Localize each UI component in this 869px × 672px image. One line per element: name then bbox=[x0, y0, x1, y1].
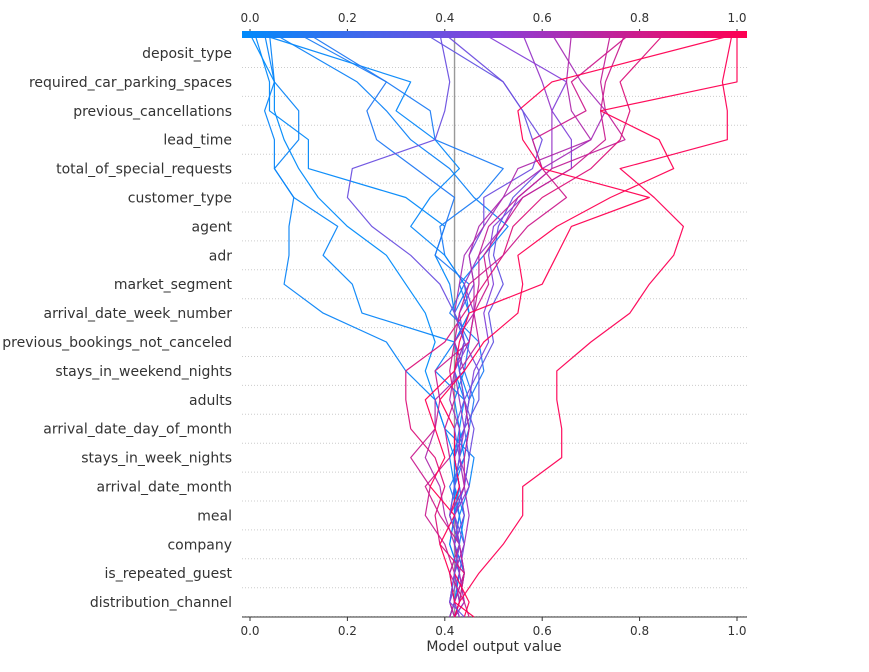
feature-label: distribution_channel bbox=[90, 595, 232, 611]
feature-label: arrival_date_week_number bbox=[44, 306, 233, 322]
decision-line bbox=[405, 33, 665, 618]
gridlines bbox=[242, 67, 747, 618]
decision-line bbox=[453, 33, 733, 618]
feature-label: stays_in_week_nights bbox=[81, 451, 232, 467]
colorbar bbox=[242, 31, 747, 38]
feature-label: adults bbox=[189, 393, 232, 409]
decision-line bbox=[410, 33, 626, 618]
decision-line bbox=[424, 33, 738, 618]
decision-line bbox=[449, 33, 626, 618]
decision-line bbox=[264, 33, 470, 618]
feature-label: is_repeated_guest bbox=[105, 566, 233, 582]
feature-label: lead_time bbox=[163, 133, 232, 149]
decision-line bbox=[424, 33, 631, 618]
x-tick-label: 0.2 bbox=[338, 624, 357, 638]
feature-label: arrival_date_day_of_month bbox=[43, 422, 232, 438]
feature-label: company bbox=[167, 537, 232, 553]
feature-label: total_of_special_requests bbox=[56, 162, 232, 178]
decision-line bbox=[268, 33, 475, 618]
top-tick-label: 0.6 bbox=[533, 11, 552, 25]
feature-label: adr bbox=[209, 248, 232, 264]
feature-label: arrival_date_month bbox=[97, 480, 233, 496]
top-tick-label: 0.8 bbox=[630, 11, 649, 25]
top-tick-label: 0.4 bbox=[435, 11, 454, 25]
top-tick-label: 1.0 bbox=[727, 11, 746, 25]
decision-line bbox=[346, 33, 465, 618]
feature-label: agent bbox=[192, 219, 233, 235]
feature-labels: deposit_type required_car_parking_spacesp… bbox=[2, 46, 232, 611]
x-tick-label: 0.0 bbox=[240, 624, 259, 638]
x-axis-title: Model output value bbox=[426, 639, 561, 655]
feature-label: deposit_type bbox=[142, 46, 232, 62]
x-tick-label: 0.4 bbox=[435, 624, 454, 638]
feature-label: previous_bookings_not_canceled bbox=[2, 335, 232, 351]
x-tick-label: 0.8 bbox=[630, 624, 649, 638]
top-tick-label: 0.0 bbox=[240, 11, 259, 25]
axes: 0.0 0.2 0.4 0.6 0.8 1.0 0.0 0.2 0.4 0.6 0.8 1.0 bbox=[240, 11, 747, 638]
feature-label: customer_type bbox=[128, 191, 232, 207]
x-tick-label: 1.0 bbox=[727, 624, 746, 638]
feature-label: market_segment bbox=[114, 277, 233, 293]
x-tick-label: 0.6 bbox=[533, 624, 552, 638]
top-tick-label: 0.2 bbox=[338, 11, 357, 25]
feature-label: required_car_parking_spaces bbox=[29, 75, 232, 91]
feature-label: previous_cancellations bbox=[73, 104, 232, 120]
feature-label: stays_in_weekend_nights bbox=[55, 364, 232, 380]
feature-label: meal bbox=[197, 508, 232, 524]
decision-lines bbox=[242, 31, 747, 618]
